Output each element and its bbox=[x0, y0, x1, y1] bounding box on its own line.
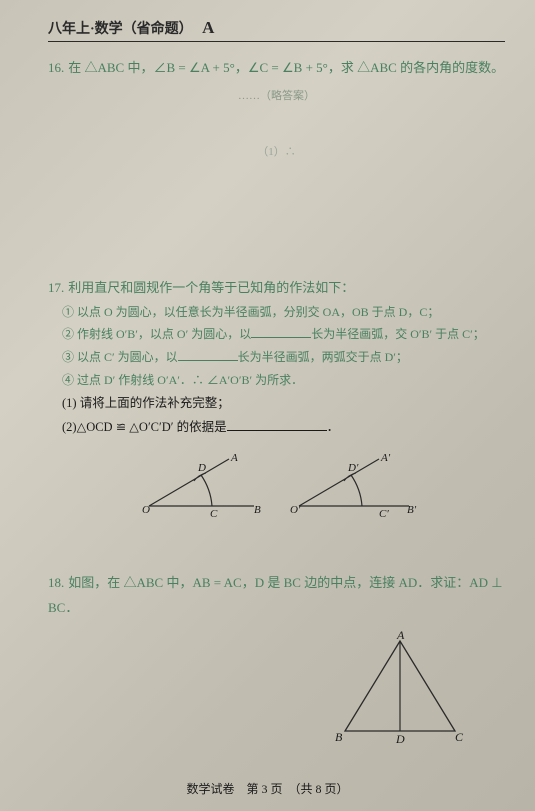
p17-q2b: ． bbox=[327, 420, 340, 434]
problem-18: 18. 如图，在 △ABC 中，AB = AC，D 是 BC 边的中点，连接 A… bbox=[48, 571, 505, 750]
p17-diagram-right: O′ A′ B′ C′ D′ bbox=[284, 451, 419, 521]
lbl-D2: D′ bbox=[347, 462, 359, 474]
p17-intro: 利用直尺和圆规作一个角等于已知角的作法如下： bbox=[68, 280, 354, 295]
lbl-A3: A bbox=[396, 631, 405, 642]
lbl-C2: C′ bbox=[379, 508, 389, 520]
p16-faint2: （1）∴ bbox=[48, 143, 505, 159]
p17-s2a: ② 作射线 O′B′，以点 O′ 为圆心，以 bbox=[62, 327, 251, 341]
p17-step4: ④ 过点 D′ 作射线 O′A′．∴ ∠A′O′B′ 为所求． bbox=[48, 369, 505, 392]
lbl-D3: D bbox=[395, 732, 405, 746]
p16-faint1: ……（略答案） bbox=[48, 87, 505, 103]
lbl-C: C bbox=[210, 508, 218, 520]
page-footer: 数学试卷 第 3 页 （共 8 页） bbox=[0, 780, 535, 797]
p17-diagrams: O A B C D O′ A′ B′ C′ D′ bbox=[48, 451, 505, 521]
p17-q2: (2)△OCD ≌ △O′C′D′ 的依据是 ． bbox=[48, 416, 505, 440]
problem-16: 16. 在 △ABC 中，∠B = ∠A + 5°，∠C = ∠B + 5°，求… bbox=[48, 56, 505, 256]
p17-s2b: 长为半径画弧，交 O′B′ 于点 C′； bbox=[311, 327, 485, 341]
p17-q1: (1) 请将上面的作法补充完整； bbox=[48, 392, 505, 416]
page-header: 八年上·数学（省命题） A bbox=[48, 18, 505, 42]
footer-text: 数学试卷 第 3 页 （共 8 页） bbox=[186, 782, 348, 796]
p17-blank2 bbox=[178, 347, 238, 361]
lbl-D: D bbox=[197, 462, 206, 474]
problem-17: 17. 利用直尺和圆规作一个角等于已知角的作法如下： ① 以点 O 为圆心，以任… bbox=[48, 276, 505, 521]
p16-text: 在 △ABC 中，∠B = ∠A + 5°，∠C = ∠B + 5°，求 △AB… bbox=[68, 60, 504, 75]
header-variant: A bbox=[202, 18, 214, 37]
p18-diagram: A B C D bbox=[325, 631, 475, 751]
p17-s3b: 长为半径画弧，两弧交于点 D′； bbox=[238, 350, 408, 364]
lbl-O2: O′ bbox=[290, 504, 301, 516]
lbl-O: O bbox=[142, 504, 150, 516]
p18-number: 18. bbox=[48, 575, 64, 590]
p17-s3a: ③ 以点 C′ 为圆心，以 bbox=[62, 350, 178, 364]
p17-step3: ③ 以点 C′ 为圆心，以 长为半径画弧，两弧交于点 D′； bbox=[48, 346, 505, 369]
p16-number: 16. bbox=[48, 60, 64, 75]
p17-step1: ① 以点 O 为圆心，以任意长为半径画弧，分别交 OA，OB 于点 D，C； bbox=[48, 301, 505, 324]
p17-q2a: (2)△OCD ≌ △O′C′D′ 的依据是 bbox=[62, 420, 227, 434]
p17-diagram-left: O A B C D bbox=[134, 451, 264, 521]
lbl-C3: C bbox=[455, 730, 464, 744]
p17-blank1 bbox=[251, 324, 311, 338]
lbl-B2: B′ bbox=[407, 504, 417, 516]
p17-step2: ② 作射线 O′B′，以点 O′ 为圆心，以 长为半径画弧，交 O′B′ 于点 C… bbox=[48, 323, 505, 346]
p17-number: 17. bbox=[48, 280, 64, 295]
p18-text: 如图，在 △ABC 中，AB = AC，D 是 BC 边的中点，连接 AD．求证… bbox=[48, 575, 503, 615]
lbl-A2: A′ bbox=[380, 452, 391, 464]
lbl-A: A bbox=[230, 452, 238, 464]
lbl-B: B bbox=[254, 504, 261, 516]
header-title: 八年上·数学（省命题） bbox=[48, 22, 193, 37]
p17-blank3 bbox=[227, 417, 327, 431]
lbl-B3: B bbox=[335, 730, 343, 744]
